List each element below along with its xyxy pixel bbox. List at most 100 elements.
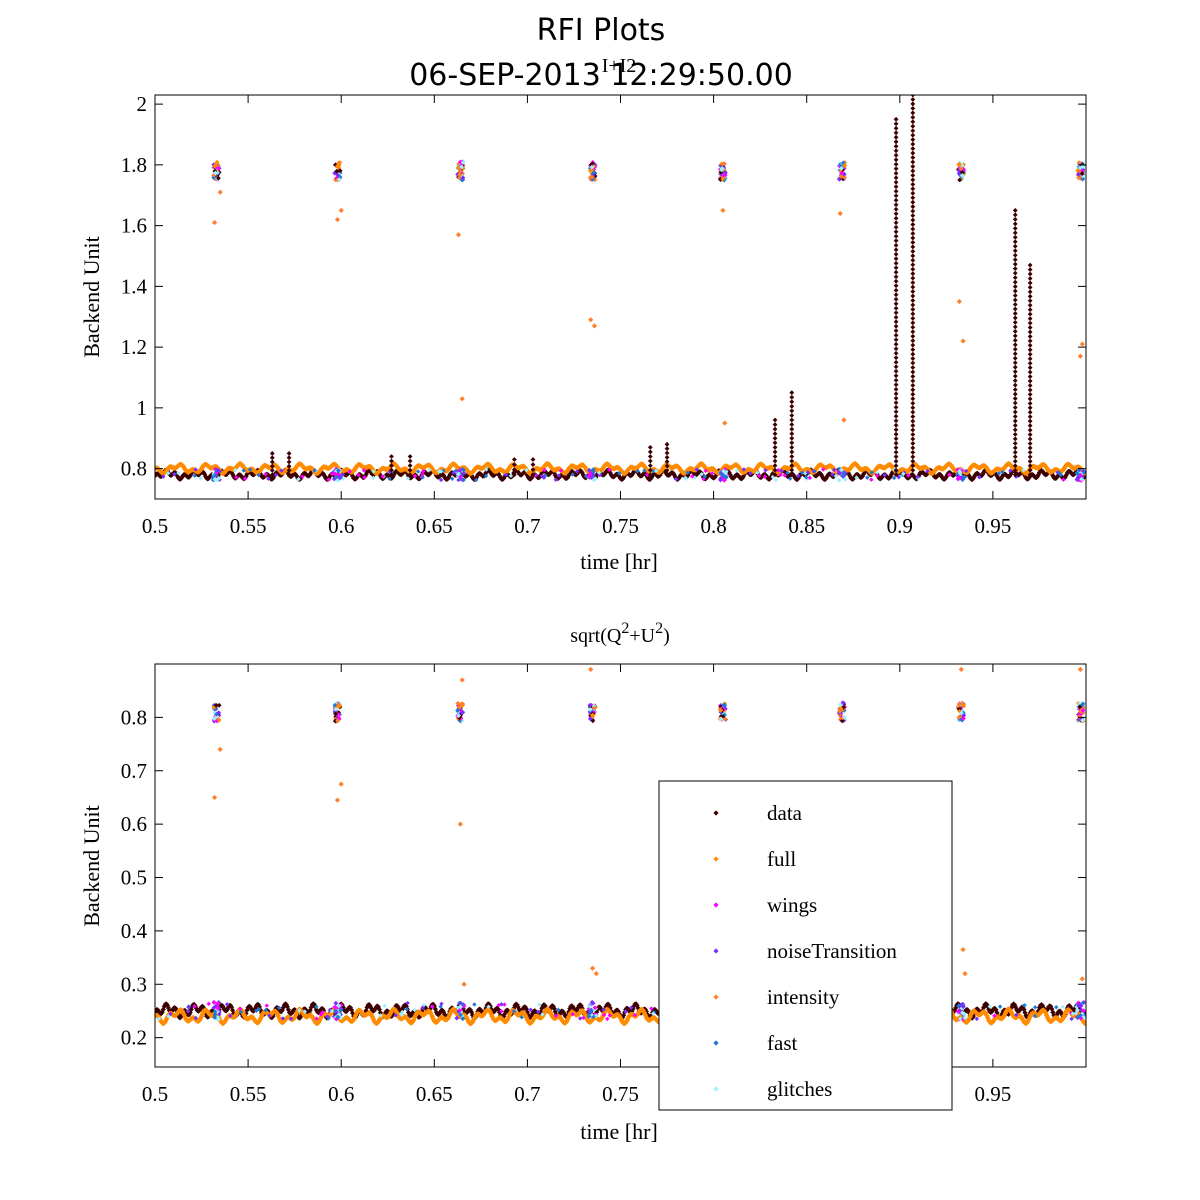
data-spike-point [407,472,413,478]
data-spike-point [893,391,899,397]
fast-point [1022,1003,1027,1008]
y-tick-label: 2 [137,92,148,116]
intensity-outlier-point [338,207,344,214]
fast-burst-point [590,469,596,474]
wings-burst-point [215,165,221,171]
full-point [428,1011,434,1017]
data-point [578,1003,584,1009]
noiseTransition-burst-point [460,175,466,181]
data-spike-point [647,449,653,455]
data-spike-point [1012,458,1018,464]
data-spike-point [1012,396,1018,401]
wings-point [807,475,813,481]
data-point [487,468,493,475]
data-spike-point [893,382,899,388]
glitches-burst-point [589,164,595,170]
data-spike-point [910,338,916,344]
fast-point [1032,1005,1038,1010]
noiseTransition-burst-point [458,711,464,716]
intensity-outlier-point [722,420,728,426]
data-spike-point [1012,221,1018,227]
data-spike-point [1012,306,1018,312]
data-point [608,472,614,478]
fast-burst-point [211,175,217,180]
fast-point [556,1007,561,1013]
data-point [279,1007,285,1013]
glitches-point [987,1004,993,1009]
data-point [368,1005,374,1011]
data-burst-point [337,168,343,174]
fast-point [865,475,870,480]
data-point [1058,1010,1064,1016]
wings-point [703,468,708,474]
data-point [648,1012,655,1018]
data-point [847,473,853,480]
data-spike-point [893,256,899,262]
fast-point [869,470,875,475]
wings-point [782,473,787,478]
noiseTransition-point [882,472,887,478]
data-spike-point [910,159,916,165]
data-spike-point [1027,467,1033,473]
glitches-point [508,473,514,478]
data-spike-point [664,459,670,465]
data-spike-point [1027,271,1033,277]
data-spike-point [1027,414,1033,420]
data-point [671,472,677,478]
glitches-point [297,1008,302,1013]
data-point [644,474,650,480]
data-spike-point [1027,472,1033,478]
full-burst-point [335,163,341,169]
noiseTransition-burst-point [335,172,341,178]
top-panel-ticks: 0.5 0.55 0.6 0.65 0.7 0.75 0.8 0.85 0.9 0.950.811… [121,92,1086,538]
noiseTransition-burst-point [841,171,847,177]
data-spike-point [910,342,916,348]
data-spike-point [1012,346,1018,352]
glitches-burst-point [1080,173,1086,179]
data-spike-point [893,116,899,122]
wings-point [992,1013,997,1019]
data-spike-point [1027,365,1033,371]
full-point [198,1013,205,1020]
fast-point [276,1005,282,1011]
data-spike-point [789,458,795,464]
data-spike-point [910,186,916,192]
data-spike-point [1012,373,1018,379]
glitches-point [901,471,906,476]
data-spike-point [893,188,899,194]
data-spike-point [1012,333,1018,339]
intensity-outlier-point [591,323,598,329]
data-spike-point [1027,351,1033,357]
data-point [445,476,451,482]
data-spike-point [910,467,916,473]
data-spike-point [664,446,670,452]
fast-point [685,470,690,475]
glitches-point [166,471,171,476]
data-spike-point [893,233,899,239]
wings-point [947,472,952,477]
glitches-point [296,476,301,482]
intensity-burst-point [592,705,597,711]
data-point [791,473,797,479]
data-spike-point [1012,351,1018,357]
data-point [648,474,655,481]
data-point [436,1010,443,1017]
figure-title: RFI Plots [537,13,666,48]
data-point [965,1007,971,1013]
data-point [943,474,949,480]
fast-point [617,471,622,476]
data-point [615,1008,622,1015]
data-spike-point [910,472,916,478]
data-spike-point [647,454,653,459]
data-point [313,1007,319,1013]
data-point [189,1003,195,1010]
noiseTransition-point [172,471,177,477]
noiseTransition-point [193,467,198,472]
glitches-burst-point [212,477,218,482]
noiseTransition-point [325,1014,330,1019]
data-spike-point [893,350,899,356]
data-point [672,474,678,480]
glitches-point [683,476,689,482]
wings-point [264,1003,269,1008]
data-spike-point [1027,316,1033,322]
